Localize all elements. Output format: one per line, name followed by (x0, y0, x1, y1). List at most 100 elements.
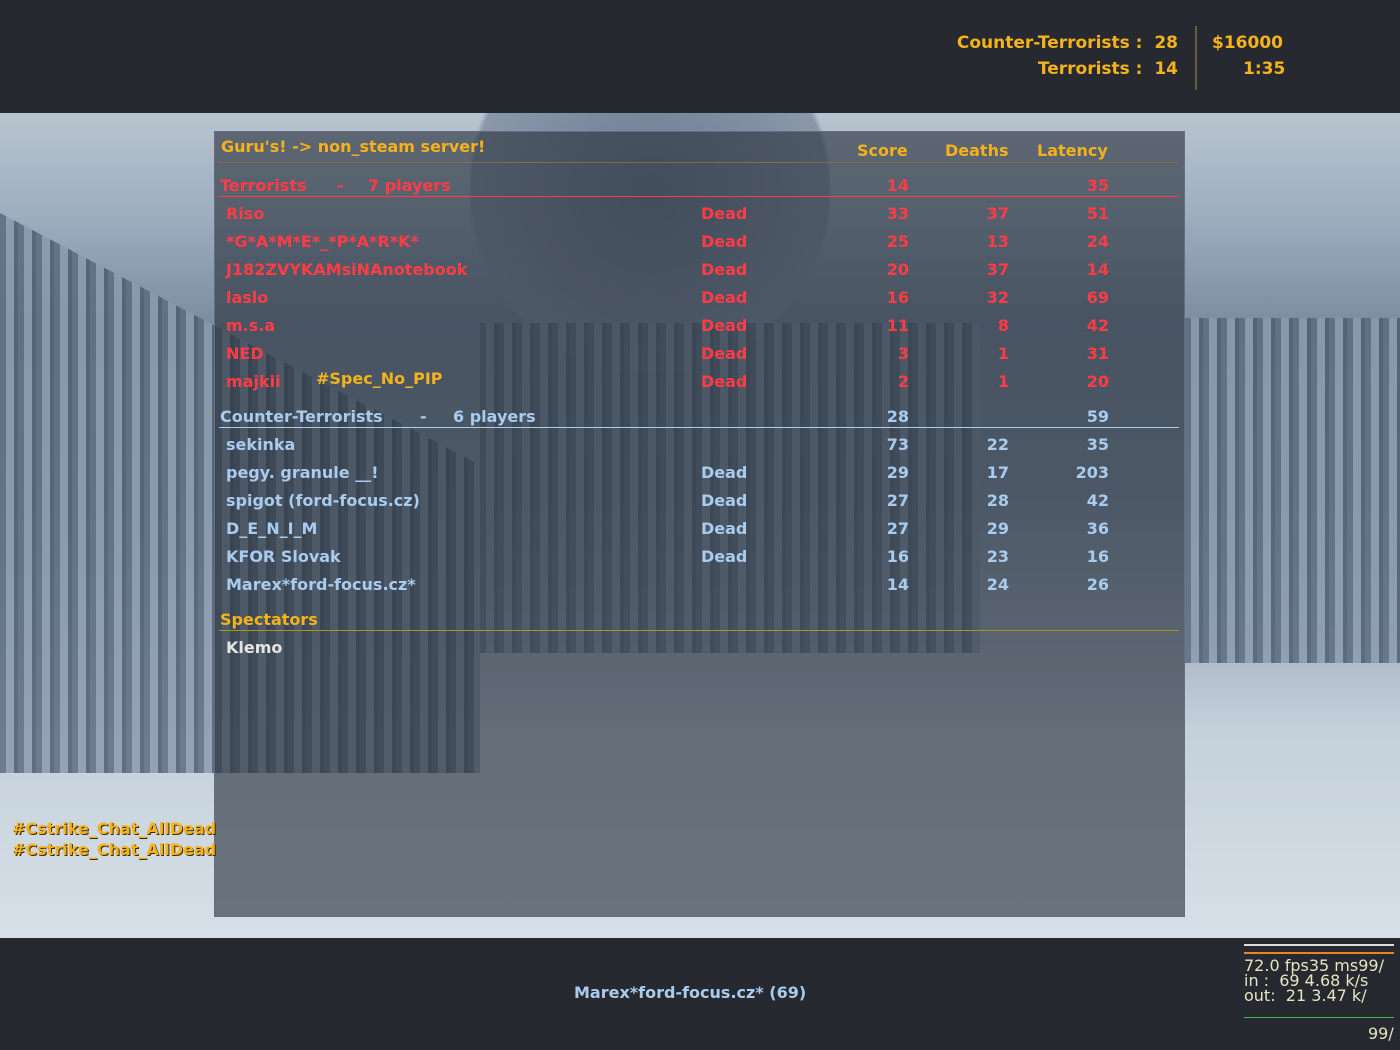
player-tag: #Spec_No_PIP (316, 369, 443, 388)
hud-bottom-bar (0, 938, 1400, 1050)
player-name: Riso (226, 204, 265, 223)
team-divider (219, 196, 1179, 197)
team-player-count: 7 players (368, 176, 451, 195)
team-separator: - (420, 407, 427, 426)
player-deaths: 24 (986, 575, 1009, 594)
player-latency: 69 (1086, 288, 1109, 307)
player-latency: 42 (1086, 491, 1109, 510)
player-deaths: 29 (986, 519, 1009, 538)
hud-top-bar: Counter-Terrorists : 28 Terrorists : 14 … (0, 0, 1400, 113)
t-team-score-label: Terrorists : 14 (1037, 59, 1178, 79)
player-deaths: 13 (986, 232, 1009, 251)
money: $16000 (1212, 33, 1283, 53)
player-latency: 51 (1086, 204, 1109, 223)
player-name: m.s.a (226, 316, 276, 335)
team-name: Terrorists (220, 176, 307, 195)
team-latency: 35 (1086, 176, 1109, 195)
player-status: Dead (701, 232, 748, 251)
player-name: sekinka (226, 435, 296, 454)
player-latency: 203 (1075, 463, 1109, 482)
player-name: J182ZVYKAMsiNAnotebook (226, 260, 468, 279)
spectators-divider (219, 630, 1179, 631)
player-score: 11 (886, 316, 909, 335)
player-latency: 16 (1086, 547, 1109, 566)
player-deaths: 23 (986, 547, 1009, 566)
chat-line: #Cstrike_Chat_AllDead (12, 840, 217, 859)
player-deaths: 28 (986, 491, 1009, 510)
player-latency: 20 (1086, 372, 1109, 391)
round-timer: 1:35 (1243, 59, 1286, 79)
player-score: 29 (886, 463, 909, 482)
team-separator: - (337, 176, 344, 195)
player-score: 16 (886, 288, 909, 307)
player-latency: 35 (1086, 435, 1109, 454)
player-name: majkii (226, 372, 281, 391)
player-deaths: 1 (997, 344, 1009, 363)
player-deaths: 22 (986, 435, 1009, 454)
spectators-header: Spectators (220, 610, 318, 629)
player-status: Dead (701, 463, 748, 482)
player-name: *G*A*M*E*_*P*A*R*K* (226, 232, 419, 251)
team-latency: 59 (1086, 407, 1109, 426)
netgraph-stat: 99/ (1368, 1024, 1394, 1043)
header-divider (219, 162, 1179, 163)
spectator-name: Klemo (226, 638, 283, 657)
team-name: Counter-Terrorists (220, 407, 383, 426)
player-deaths: 1 (997, 372, 1009, 391)
player-status: Dead (701, 519, 748, 538)
ct-team-score-label: Counter-Terrorists : 28 (956, 33, 1178, 53)
player-score: 27 (886, 519, 909, 538)
player-name: KFOR Slovak (226, 547, 341, 566)
player-score: 20 (886, 260, 909, 279)
team-score: 28 (886, 407, 909, 426)
player-status: Dead (701, 288, 748, 307)
hud-divider (1195, 26, 1197, 90)
column-latency: Latency (1037, 141, 1108, 160)
player-deaths: 17 (986, 463, 1009, 482)
player-latency: 31 (1086, 344, 1109, 363)
player-status: Dead (701, 491, 748, 510)
player-score: 33 (886, 204, 909, 223)
scoreboard: Guru's! -> non_steam server! Score Death… (214, 131, 1185, 917)
netgraph-line (1244, 944, 1394, 946)
player-score: 73 (886, 435, 909, 454)
spectating-target: Marex*ford-focus.cz* (69) (574, 983, 807, 1002)
player-latency: 42 (1086, 316, 1109, 335)
player-status: Dead (701, 316, 748, 335)
player-status: Dead (701, 547, 748, 566)
player-status: Dead (701, 372, 748, 391)
player-status: Dead (701, 260, 748, 279)
player-deaths: 37 (986, 204, 1009, 223)
player-score: 25 (886, 232, 909, 251)
chat-line: #Cstrike_Chat_AllDead (12, 819, 217, 838)
player-name: laslo (226, 288, 269, 307)
server-name: Guru's! -> non_steam server! (221, 137, 486, 156)
player-latency: 24 (1086, 232, 1109, 251)
player-latency: 14 (1086, 260, 1109, 279)
player-name: NED (226, 344, 264, 363)
player-deaths: 8 (997, 316, 1009, 335)
team-divider (219, 427, 1179, 428)
player-status: Dead (701, 204, 748, 223)
team-player-count: 6 players (453, 407, 536, 426)
player-score: 14 (886, 575, 909, 594)
player-score: 2 (897, 372, 909, 391)
player-name: spigot (ford-focus.cz) (226, 491, 420, 510)
player-name: pegy. granule __! (226, 463, 379, 482)
player-name: D_E_N_I_M (226, 519, 318, 538)
column-deaths: Deaths (945, 141, 1009, 160)
player-score: 27 (886, 491, 909, 510)
netgraph-stats: 72.0 fps35 ms99/ in : 69 4.68 k/s out: 2… (1244, 956, 1384, 1005)
player-status: Dead (701, 344, 748, 363)
player-deaths: 32 (986, 288, 1009, 307)
player-score: 16 (886, 547, 909, 566)
column-score: Score (857, 141, 908, 160)
team-score: 14 (886, 176, 909, 195)
player-score: 3 (897, 344, 909, 363)
player-latency: 26 (1086, 575, 1109, 594)
netgraph-line (1244, 1017, 1394, 1018)
player-name: Marex*ford-focus.cz* (226, 575, 416, 594)
player-latency: 36 (1086, 519, 1109, 538)
player-deaths: 37 (986, 260, 1009, 279)
wall-right (1185, 318, 1400, 663)
